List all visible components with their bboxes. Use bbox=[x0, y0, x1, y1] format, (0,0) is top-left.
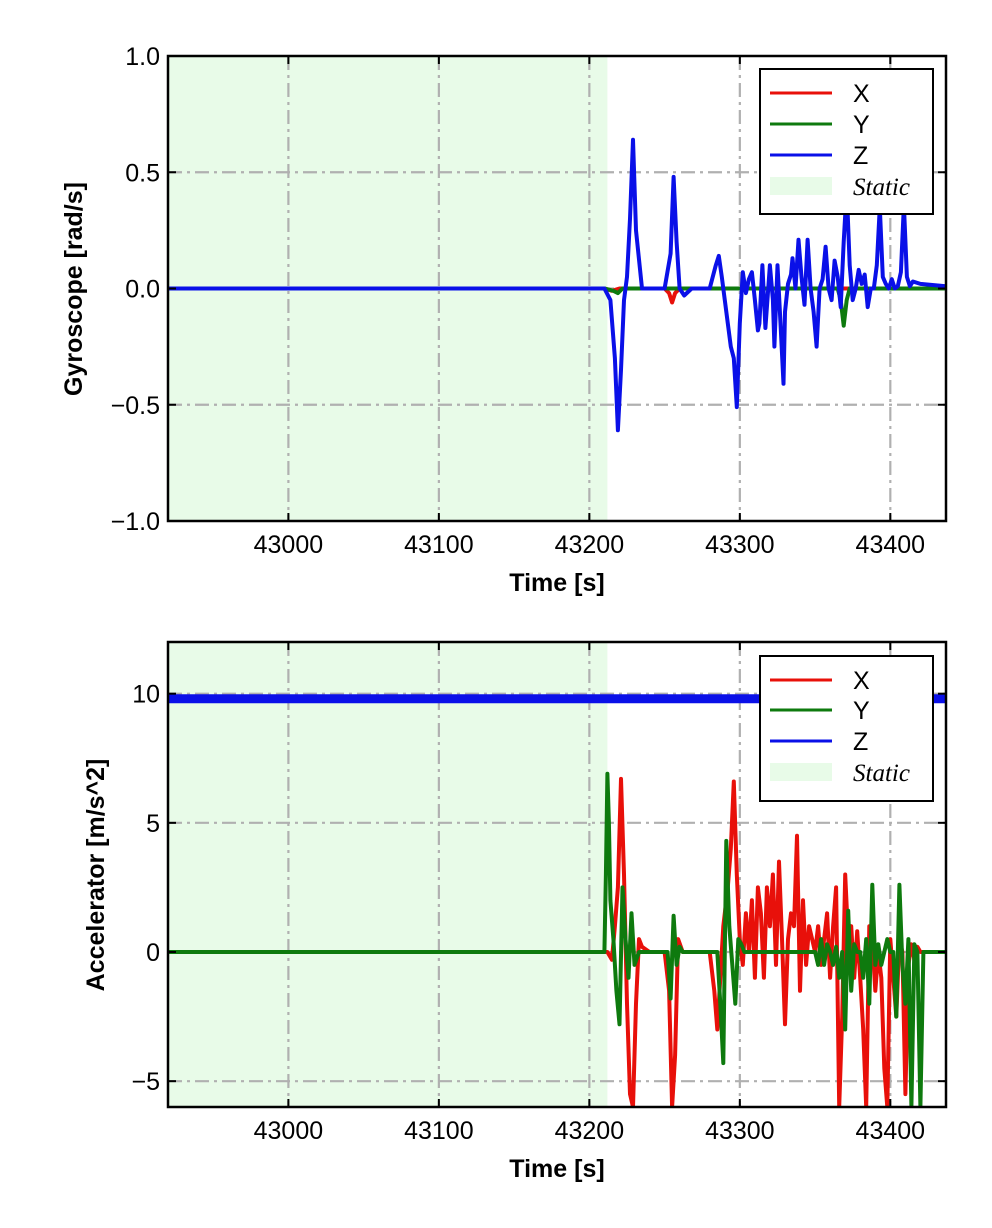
x-tick-label: 43200 bbox=[555, 1117, 625, 1145]
legend-swatch-static bbox=[770, 763, 832, 781]
series-line-x bbox=[168, 776, 946, 1107]
x-tick-label: 43300 bbox=[705, 1117, 775, 1145]
accelerator-chart: 43000 43100 43200 43300 43400 −5 0 5 10 Time [s]… bbox=[82, 640, 948, 1183]
tick-group: 43000 43100 43200 43300 43400 −1.0 −0.5 0.0 0.5 1… bbox=[111, 43, 946, 559]
x-axis-label: Time [s] bbox=[509, 569, 604, 597]
legend-label-x: X bbox=[853, 80, 870, 108]
y-tick-label: 0.0 bbox=[125, 276, 160, 304]
legend-label-z: Z bbox=[853, 142, 868, 170]
x-tick-label: 43100 bbox=[404, 1117, 474, 1145]
x-tick-label: 43100 bbox=[404, 531, 474, 559]
legend: X Y Z Static bbox=[759, 68, 934, 215]
static-region bbox=[168, 642, 608, 1107]
x-tick-label: 43200 bbox=[555, 531, 625, 559]
legend-label-static: Static bbox=[853, 174, 910, 201]
legend-swatch-static bbox=[770, 177, 832, 195]
y-tick-label: 0.5 bbox=[125, 159, 160, 187]
y-tick-label: 10 bbox=[132, 681, 160, 709]
series-line-y bbox=[168, 286, 946, 328]
legend: X Y Z Static bbox=[759, 655, 934, 802]
x-axis-label: Time [s] bbox=[509, 1155, 604, 1183]
x-tick-label: 43300 bbox=[705, 531, 775, 559]
y-axis-label: Accelerator [m/s^2] bbox=[82, 759, 110, 992]
y-tick-label: −0.5 bbox=[111, 392, 160, 420]
y-tick-label: 1.0 bbox=[125, 43, 160, 71]
legend-label-y: Y bbox=[853, 697, 870, 725]
plot-frame bbox=[166, 640, 948, 1109]
series-group bbox=[168, 137, 946, 433]
y-tick-label: −5 bbox=[131, 1068, 160, 1096]
x-tick-label: 43400 bbox=[856, 1117, 926, 1145]
gyroscope-chart: 43000 43100 43200 43300 43400 −1.0 −0.5 0.0 0.5 1… bbox=[60, 43, 948, 597]
x-tick-label: 43400 bbox=[856, 531, 926, 559]
legend-label-z: Z bbox=[853, 728, 868, 756]
y-tick-label: 5 bbox=[146, 810, 160, 838]
series-line-z bbox=[168, 137, 946, 433]
y-tick-label: 0 bbox=[146, 939, 160, 967]
y-tick-label: −1.0 bbox=[111, 508, 160, 536]
y-axis-label: Gyroscope [rad/s] bbox=[60, 182, 88, 396]
legend-label-y: Y bbox=[853, 111, 870, 139]
legend-label-static: Static bbox=[853, 760, 910, 787]
x-tick-label: 43000 bbox=[254, 1117, 324, 1145]
tick-group: 43000 43100 43200 43300 43400 −5 0 5 10 bbox=[131, 642, 946, 1145]
x-tick-label: 43000 bbox=[254, 531, 324, 559]
series-line-y bbox=[168, 771, 946, 1107]
legend-label-x: X bbox=[853, 667, 870, 695]
